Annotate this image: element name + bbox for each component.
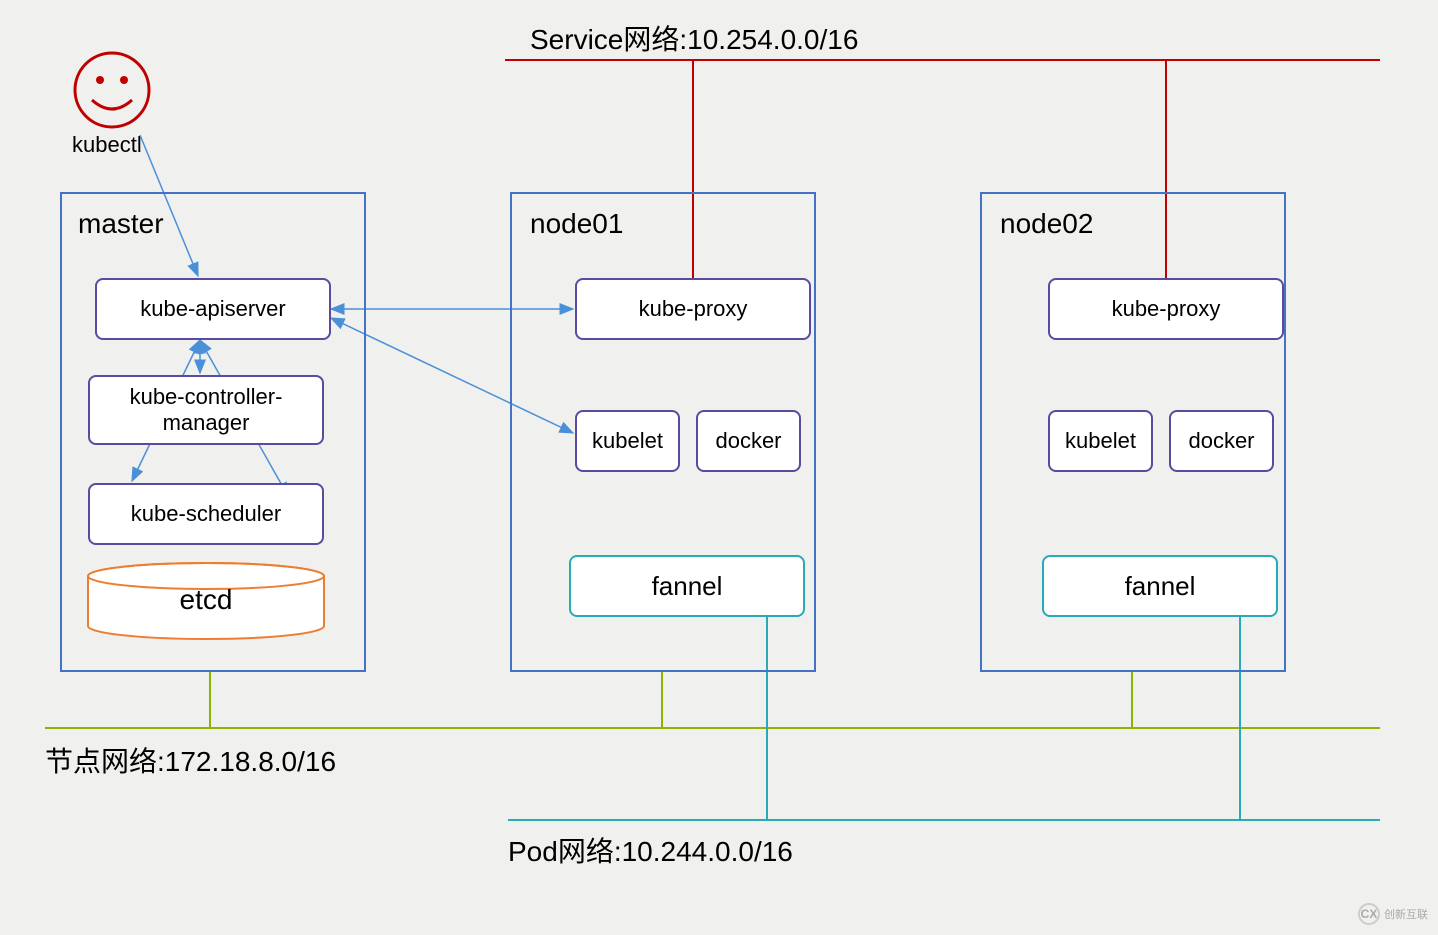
node02-kubelet-box: kubelet xyxy=(1048,410,1153,472)
watermark-logo: CX xyxy=(1358,903,1380,925)
master-title: master xyxy=(78,208,164,240)
node01-docker-box: docker xyxy=(696,410,801,472)
watermark-text: 创新互联 xyxy=(1384,906,1428,922)
kubectl-smiley-icon xyxy=(75,53,149,127)
node01-kube-proxy-box: kube-proxy xyxy=(575,278,811,340)
node02-flannel-box: fannel xyxy=(1042,555,1278,617)
pod-network-label: Pod网络:10.244.0.0/16 xyxy=(508,830,793,870)
watermark: CX 创新互联 xyxy=(1358,903,1428,925)
service-network-label: Service网络:10.254.0.0/16 xyxy=(530,18,858,58)
node01-kubelet-box: kubelet xyxy=(575,410,680,472)
kube-scheduler-box: kube-scheduler xyxy=(88,483,324,545)
node-network-label: 节点网络:172.18.8.0/16 xyxy=(45,740,336,780)
etcd-label: etcd xyxy=(88,584,324,616)
node01-flannel-box: fannel xyxy=(569,555,805,617)
node01-title: node01 xyxy=(530,208,623,240)
node02-docker-box: docker xyxy=(1169,410,1274,472)
kube-controller-manager-label: kube-controller- manager xyxy=(130,384,283,437)
kube-apiserver-box: kube-apiserver xyxy=(95,278,331,340)
node02-title: node02 xyxy=(1000,208,1093,240)
kubectl-label: kubectl xyxy=(72,132,142,158)
kube-controller-manager-box: kube-controller- manager xyxy=(88,375,324,445)
node02-kube-proxy-box: kube-proxy xyxy=(1048,278,1284,340)
